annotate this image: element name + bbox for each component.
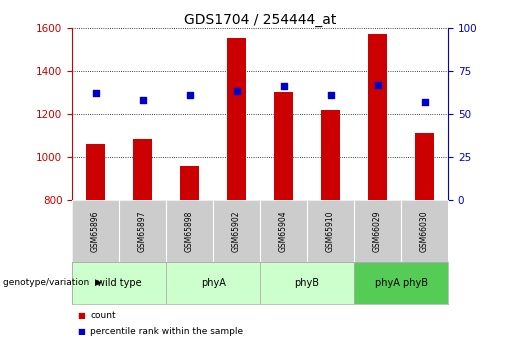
Text: GSM65896: GSM65896 — [91, 210, 100, 252]
Text: ■: ■ — [77, 327, 85, 336]
Point — [139, 97, 147, 103]
Title: GDS1704 / 254444_at: GDS1704 / 254444_at — [184, 12, 336, 27]
Point — [232, 89, 241, 94]
Bar — [133, 139, 152, 200]
Text: count: count — [90, 311, 116, 320]
Text: wild type: wild type — [97, 278, 142, 288]
Text: phyA: phyA — [201, 278, 226, 288]
Bar — [415, 133, 434, 200]
Text: GSM66029: GSM66029 — [373, 210, 382, 252]
Point — [327, 92, 335, 98]
Bar — [354, 262, 448, 304]
Text: genotype/variation  ▶: genotype/variation ▶ — [3, 278, 101, 287]
Bar — [180, 166, 199, 200]
Text: ■: ■ — [77, 311, 85, 320]
Bar — [368, 34, 387, 200]
Text: GSM66030: GSM66030 — [420, 210, 429, 252]
Text: percentile rank within the sample: percentile rank within the sample — [90, 327, 243, 336]
Point — [420, 99, 428, 105]
Bar — [274, 92, 293, 200]
Point — [373, 82, 382, 87]
Text: GSM65910: GSM65910 — [326, 210, 335, 252]
Bar — [166, 262, 260, 304]
Text: GSM65897: GSM65897 — [138, 210, 147, 252]
Point — [92, 90, 100, 96]
Bar — [86, 144, 105, 200]
Text: GSM65898: GSM65898 — [185, 210, 194, 252]
Bar — [72, 262, 166, 304]
Bar — [227, 38, 246, 200]
Point — [280, 83, 288, 89]
Bar — [260, 262, 354, 304]
Text: phyA phyB: phyA phyB — [374, 278, 427, 288]
Point — [185, 92, 194, 98]
Text: phyB: phyB — [295, 278, 320, 288]
Text: GSM65904: GSM65904 — [279, 210, 288, 252]
Bar — [321, 110, 340, 200]
Text: GSM65902: GSM65902 — [232, 210, 241, 252]
